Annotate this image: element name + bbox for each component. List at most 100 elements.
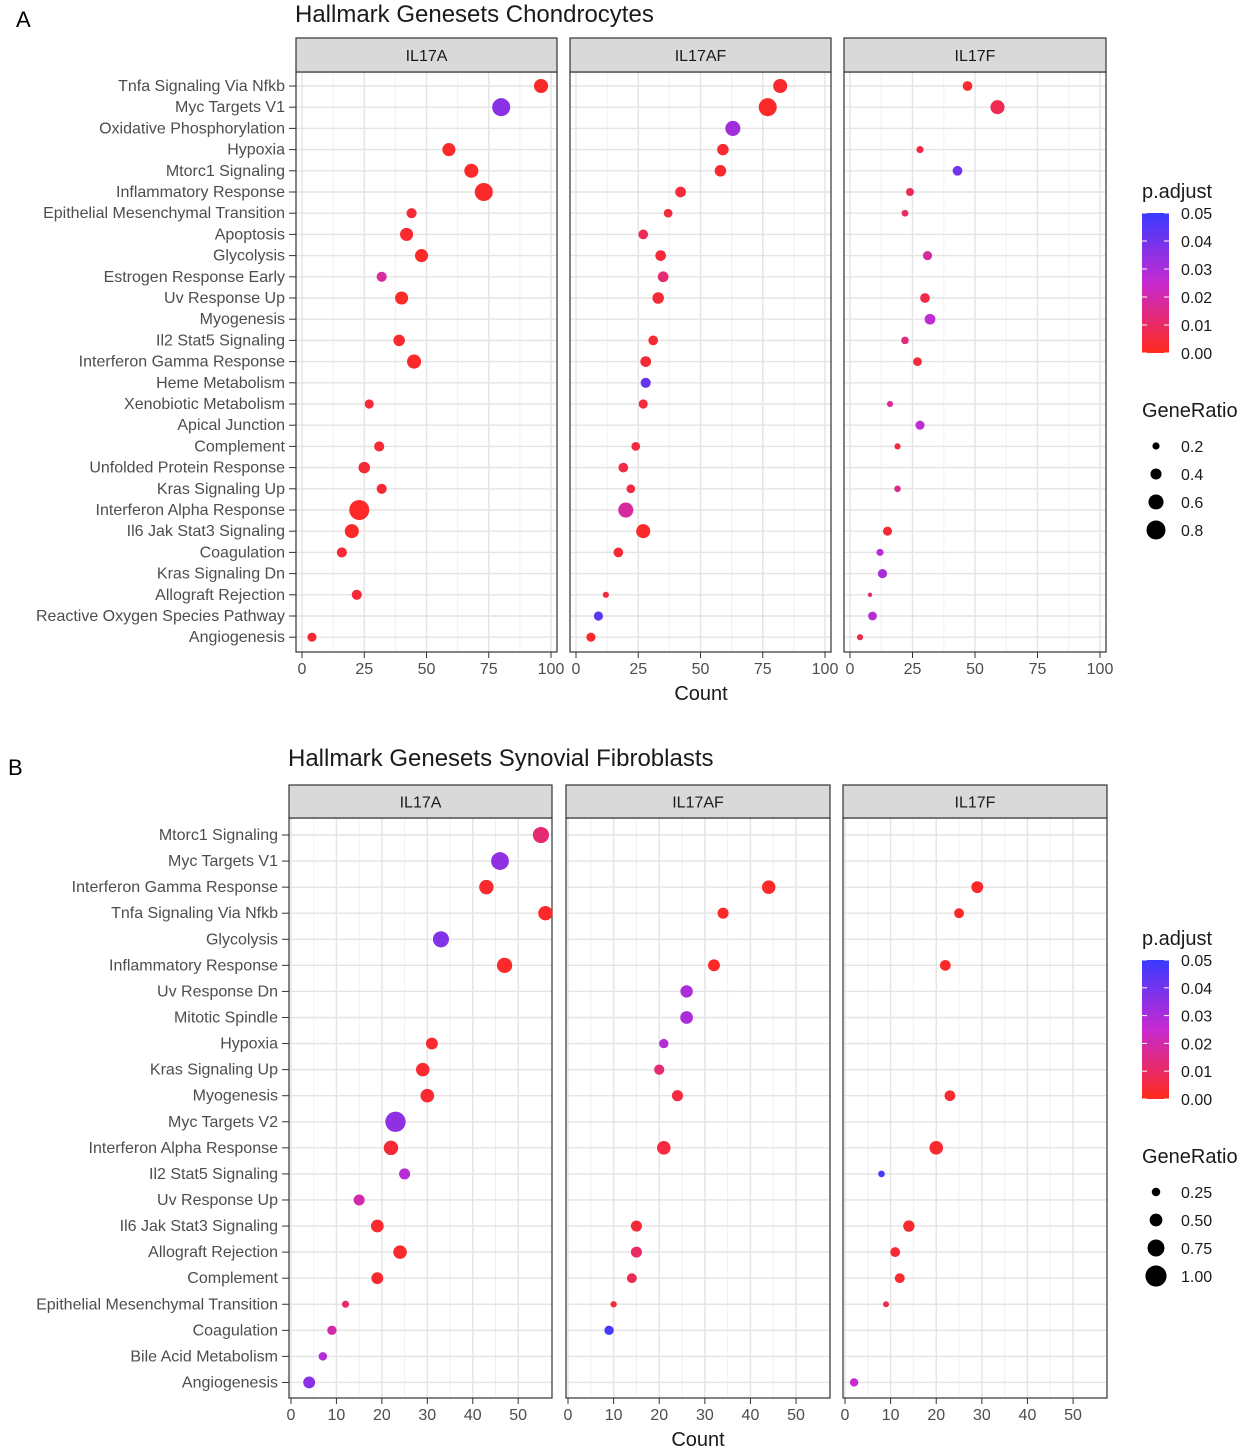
x-tick-label: 0	[287, 1407, 296, 1424]
x-tick-label: 25	[904, 661, 922, 678]
y-tick-label: Epithelial Mesenchymal Transition	[36, 1296, 278, 1313]
color-legend-label: 0.04	[1181, 981, 1212, 998]
y-tick-label: Inflammatory Response	[109, 957, 278, 974]
x-tick-label: 50	[692, 661, 710, 678]
y-tick-label: Kras Signaling Dn	[157, 566, 285, 583]
facet-strip	[288, 784, 553, 819]
data-point	[725, 120, 741, 136]
color-legend-label: 0.00	[1181, 1092, 1212, 1109]
size-legend-label: 0.8	[1181, 523, 1203, 540]
data-point	[849, 1378, 859, 1387]
color-legend-label: 0.02	[1181, 290, 1212, 307]
data-point	[630, 1220, 642, 1232]
x-tick-label: 0	[298, 661, 307, 678]
data-point	[761, 880, 776, 894]
data-point	[954, 908, 964, 919]
panel-label-a: A	[16, 7, 31, 32]
color-legend-label: 0.04	[1181, 234, 1212, 251]
size-legend-title: GeneRatio	[1142, 1146, 1238, 1168]
data-point	[708, 959, 720, 972]
size-legend-dot	[1148, 494, 1164, 510]
color-legend-label: 0.05	[1181, 953, 1212, 970]
data-point	[353, 1194, 365, 1206]
y-tick-label: Hypoxia	[220, 1036, 278, 1053]
data-point	[399, 1168, 411, 1180]
size-legend-dot	[1147, 1239, 1165, 1257]
x-tick-label: 20	[650, 1407, 668, 1424]
size-legend-label: 0.4	[1181, 467, 1203, 484]
data-point	[618, 502, 634, 518]
y-tick-label: Glycolysis	[213, 248, 285, 265]
data-point	[400, 227, 414, 241]
data-point	[894, 443, 901, 450]
data-point	[376, 483, 387, 494]
x-tick-label: 40	[742, 1407, 760, 1424]
y-tick-label: Unfolded Protein Response	[89, 460, 285, 477]
size-legend-label: 1.00	[1181, 1269, 1212, 1286]
y-tick-label: Il2 Stat5 Signaling	[156, 332, 285, 349]
x-tick-label: 50	[787, 1407, 805, 1424]
panel-background	[843, 818, 1107, 1398]
data-point	[464, 163, 479, 178]
data-point	[657, 1141, 671, 1155]
y-tick-label: Allograft Rejection	[148, 1244, 278, 1261]
data-point	[327, 1325, 337, 1336]
facet-strip	[565, 784, 831, 819]
data-point	[307, 632, 317, 642]
data-point	[680, 1011, 693, 1024]
chart-title: Hallmark Genesets Chondrocytes	[295, 1, 654, 28]
size-legend-label: 0.6	[1181, 495, 1203, 512]
data-point	[374, 441, 385, 452]
data-point	[341, 1300, 350, 1308]
data-point	[626, 484, 636, 494]
data-point	[659, 1038, 669, 1049]
data-point	[962, 81, 973, 91]
y-tick-label: Uv Response Dn	[157, 983, 278, 1000]
color-legend: p.adjust 0.05 0.04 0.03 0.02 0.01 0.00	[1142, 181, 1212, 363]
x-tick-label: 40	[1019, 1407, 1037, 1424]
size-legend-dot	[1152, 442, 1160, 450]
data-point	[376, 271, 387, 282]
chart-panel-b: B Hallmark Genesets Synovial Fibroblasts M…	[8, 745, 1238, 1449]
y-tick-label: Uv Response Up	[157, 1192, 278, 1209]
data-point	[432, 931, 449, 948]
data-point	[952, 165, 963, 176]
size-legend: GeneRatio 0.2 0.4 0.6 0.8	[1142, 400, 1238, 540]
data-point	[393, 334, 405, 347]
x-tick-label: 10	[605, 1407, 623, 1424]
y-tick-label: Oxidative Phosphorylation	[99, 120, 285, 137]
data-point	[420, 1088, 435, 1103]
data-point	[890, 1247, 901, 1258]
data-point	[882, 526, 893, 536]
color-legend-label: 0.05	[1181, 206, 1212, 223]
data-point	[318, 1352, 328, 1361]
data-point	[971, 881, 984, 894]
size-legend-dot	[1145, 1265, 1167, 1287]
facet-strip	[843, 37, 1107, 73]
data-point	[717, 907, 729, 919]
data-point	[920, 293, 930, 303]
facet-il17af: IL17AF 0 10 20 30 40 50	[564, 784, 831, 1424]
size-legend-dot	[1146, 520, 1166, 540]
y-tick-label: Apical Junction	[177, 417, 285, 434]
data-point	[538, 905, 553, 921]
color-legend-label: 0.00	[1181, 346, 1212, 363]
color-legend-label: 0.03	[1181, 1009, 1212, 1026]
data-point	[414, 249, 429, 263]
x-tick-label: 30	[418, 1407, 436, 1424]
data-point	[886, 400, 894, 408]
data-point	[648, 335, 659, 346]
data-point	[640, 356, 652, 367]
x-tick-label: 100	[538, 661, 565, 678]
size-legend-label: 0.50	[1181, 1213, 1212, 1230]
x-tick-label: 25	[629, 661, 647, 678]
data-point	[364, 399, 374, 409]
data-point	[640, 377, 651, 388]
y-tick-label: Interferon Gamma Response	[79, 354, 285, 371]
y-tick-label: Kras Signaling Up	[150, 1062, 278, 1079]
data-point	[425, 1037, 438, 1050]
data-point	[671, 1090, 683, 1102]
data-point	[856, 634, 864, 641]
data-point	[663, 208, 673, 218]
x-tick-label: 100	[1087, 661, 1114, 678]
